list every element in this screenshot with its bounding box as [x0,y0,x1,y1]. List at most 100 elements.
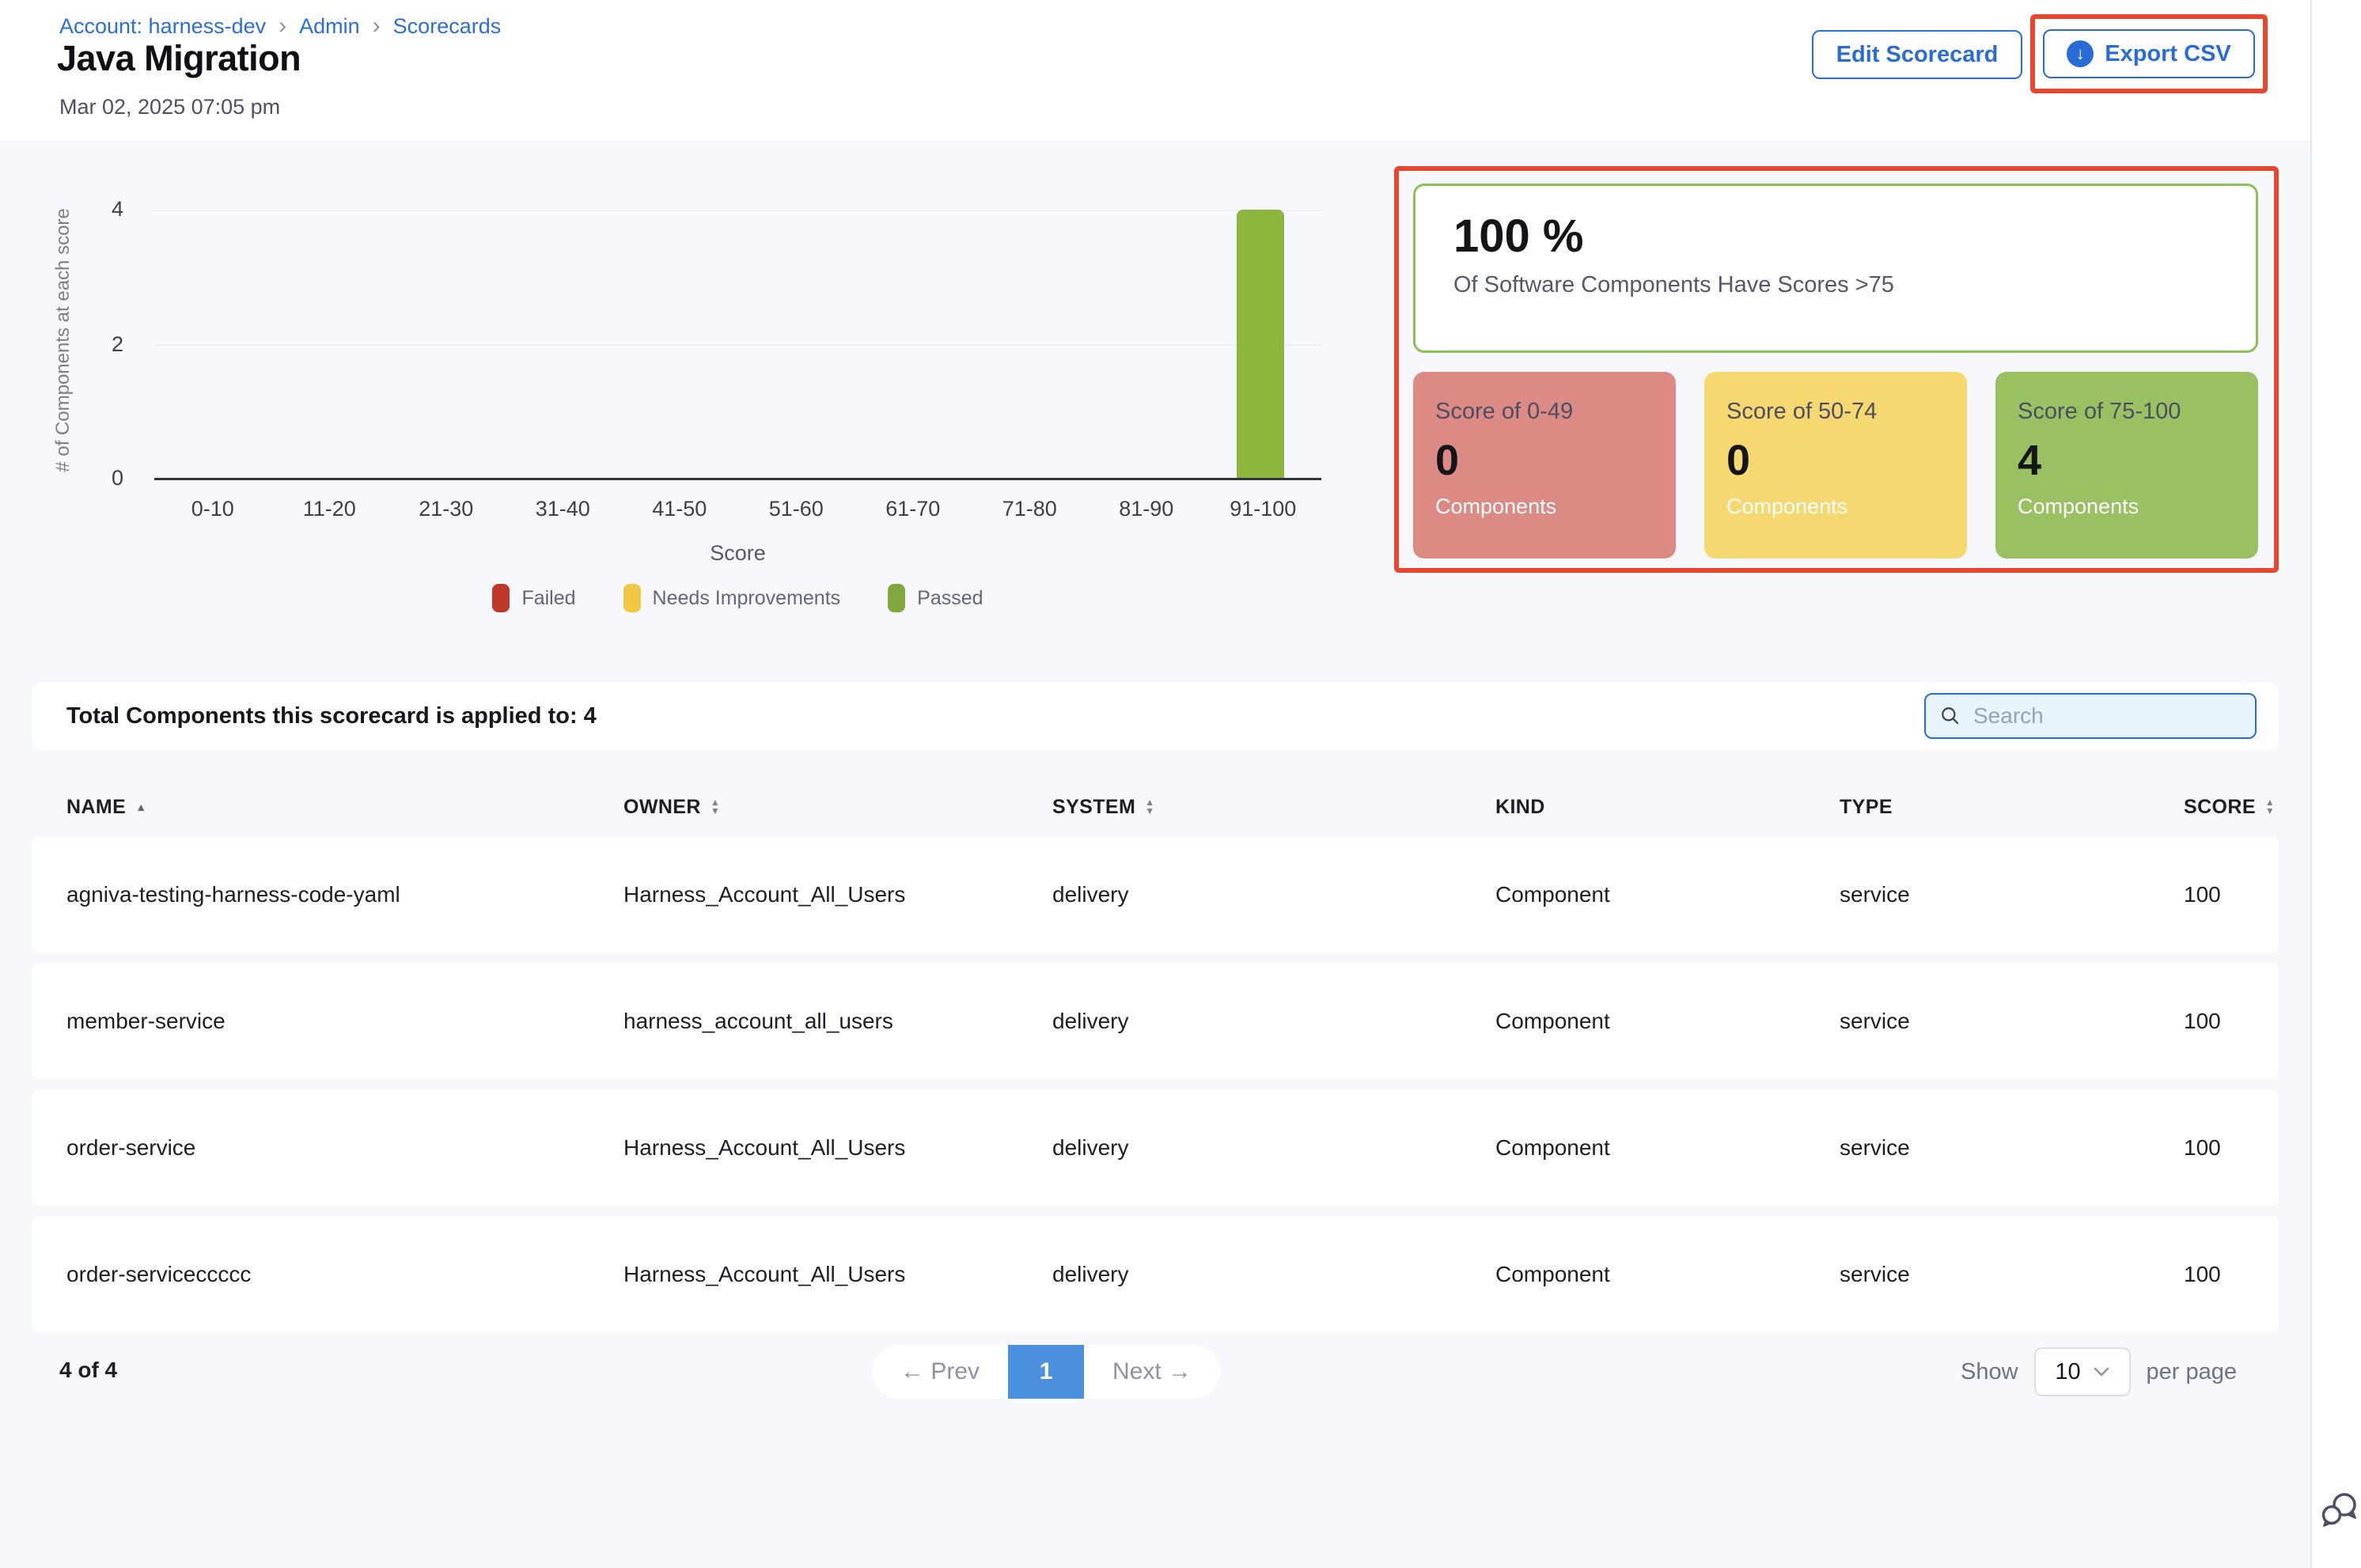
x-axis-line [154,478,1321,480]
score-card-label: Components [1726,494,1848,518]
breadcrumb-separator: › [372,13,381,39]
score-card-label: Components [2018,494,2139,518]
bar-chart-plot-area [154,210,1321,480]
table-row[interactable]: order-serviceccccc Harness_Account_All_U… [32,1217,2279,1332]
legend-item-passed: Passed [888,584,983,612]
chart-x-tick-labels: 0-10 11-20 21-30 31-40 41-50 51-60 61-70… [154,497,1321,521]
edit-scorecard-button[interactable]: Edit Scorecard [1812,30,2022,79]
x-tick: 51-60 [768,497,824,521]
table-row[interactable]: member-service harness_account_all_users… [32,964,2279,1079]
sort-icon: ▲ ▼ [710,797,721,816]
breadcrumb-account-link[interactable]: Account: harness-dev [59,13,267,38]
breadcrumb-scorecards-link[interactable]: Scorecards [392,13,502,38]
score-card-title: Score of 50-74 [1726,399,1878,424]
percent-caption: Of Software Components Have Scores >75 [1453,272,1894,297]
legend-swatch-passed-icon [888,584,906,612]
y-tick-0: 0 [111,466,123,490]
legend-label: Failed [521,586,576,609]
cell-system: delivery [1052,1135,1129,1160]
cell-score: 100 [2184,1009,2221,1033]
percent-value: 100 % [1453,210,1584,262]
cell-system: delivery [1052,882,1129,907]
cell-type: service [1840,1009,1910,1033]
page-size-select[interactable]: 10 [2033,1347,2131,1396]
next-page-button[interactable]: Next → [1112,1358,1192,1384]
x-tick: 91-100 [1230,497,1297,521]
score-range-cards: Score of 0-49 0 Components Score of 50-7… [1413,372,2258,559]
page-timestamp: Mar 02, 2025 07:05 pm [59,95,281,119]
sort-icon: ▲ ▼ [1145,797,1155,816]
y-tick-4: 4 [111,197,123,221]
chart-y-axis-label: # of Components at each score [52,208,74,472]
chart-x-axis-label: Score [710,541,766,565]
score-card-count: 4 [2018,437,2042,484]
x-tick: 41-50 [652,497,707,521]
score-card-title: Score of 75-100 [2018,399,2181,424]
breadcrumb: Account: harness-dev › Admin › Scorecard… [59,13,501,40]
page-1-button[interactable]: 1 [1008,1345,1085,1399]
cell-score: 100 [2184,1262,2221,1286]
chart-legend: Failed Needs Improvements Passed [154,584,1321,612]
score-card-50-74: Score of 50-74 0 Components [1704,372,1967,559]
download-icon: ↓ [2067,40,2094,67]
column-header-kind: KIND [1495,796,1840,819]
score-card-0-49: Score of 0-49 0 Components [1413,372,1676,559]
export-csv-label: Export CSV [2105,40,2231,66]
column-label: TYPE [1840,795,1893,818]
score-card-75-100: Score of 75-100 4 Components [1995,372,2258,559]
search-input[interactable] [1972,703,2236,729]
table-row[interactable]: agniva-testing-harness-code-yaml Harness… [32,837,2279,953]
breadcrumb-admin-link[interactable]: Admin [299,13,360,38]
pagination: ← Prev 1 Next → [872,1345,1221,1399]
table-header-row: NAME ▲ OWNER ▲ ▼ SYSTEM ▲ ▼ KIND TYPE SCOR… [32,787,2279,827]
page-size-value: 10 [2055,1358,2081,1384]
table-row[interactable]: order-service Harness_Account_All_Users … [32,1090,2279,1206]
cell-system: delivery [1052,1009,1129,1033]
cell-score: 100 [2184,1135,2221,1160]
cell-score: 100 [2184,882,2221,907]
column-label: SCORE [2184,795,2256,818]
annotation-box-summary [1394,166,2279,573]
legend-swatch-needs-improvements-icon [623,584,641,612]
cell-type: service [1840,882,1910,907]
legend-item-failed: Failed [492,584,576,612]
cell-kind: Component [1495,1135,1610,1160]
column-header-name[interactable]: NAME ▲ [66,796,623,819]
cell-owner: harness_account_all_users [623,1009,893,1033]
legend-label: Passed [917,586,983,609]
column-header-score[interactable]: SCORE ▲ ▼ [2184,796,2279,819]
column-label: OWNER [623,795,701,818]
export-csv-button[interactable]: ↓ Export CSV [2043,29,2255,78]
per-page-label: per page [2146,1358,2238,1384]
cell-owner: Harness_Account_All_Users [623,1135,906,1160]
search-icon [1942,707,1959,725]
x-tick: 0-10 [191,497,234,521]
column-label: SYSTEM [1052,795,1136,818]
gridline-4 [154,210,1321,211]
sort-icon: ▲ ▼ [2264,797,2276,816]
cell-owner: Harness_Account_All_Users [623,1262,906,1286]
column-header-owner[interactable]: OWNER ▲ ▼ [623,796,1052,819]
breadcrumb-separator: › [279,13,287,39]
column-header-system[interactable]: SYSTEM ▲ ▼ [1052,796,1495,819]
annotation-box-export: ↓ Export CSV [2030,14,2268,93]
score-card-count: 0 [1435,437,1460,484]
x-tick: 81-90 [1119,497,1174,521]
total-components-text: Total Components this scorecard is appli… [66,703,597,729]
x-tick: 31-40 [535,497,590,521]
table-toolbar: Total Components this scorecard is appli… [32,682,2279,750]
gridline-2 [154,344,1321,346]
score-card-title: Score of 0-49 [1435,399,1574,424]
cell-kind: Component [1495,882,1610,907]
prev-page-button[interactable]: ← Prev [900,1358,980,1384]
cell-name: member-service [66,1009,225,1033]
right-gutter [2310,0,2361,1568]
per-page-controls: Show 10 per page [1961,1345,2237,1399]
chat-support-icon[interactable] [2318,1489,2361,1532]
cell-name: order-service [66,1135,196,1160]
page-title: Java Migration [57,38,301,78]
cell-type: service [1840,1262,1910,1286]
column-label: NAME [66,795,127,818]
score-card-label: Components [1435,494,1557,518]
score-card-count: 0 [1726,437,1751,484]
